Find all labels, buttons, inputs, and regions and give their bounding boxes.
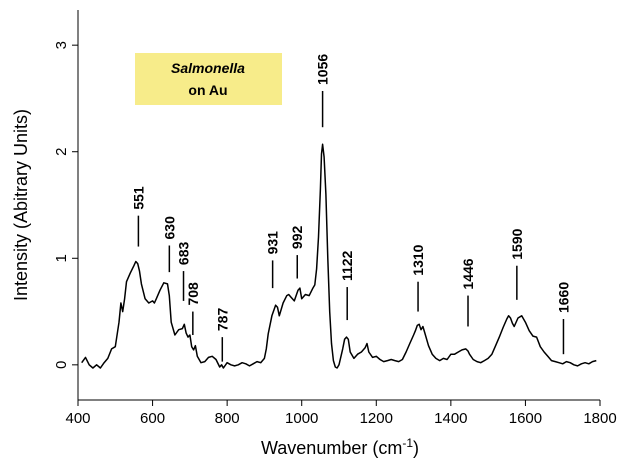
peak-label: 1446 bbox=[460, 258, 476, 289]
x-tick-label: 1800 bbox=[583, 410, 616, 427]
x-tick-label: 1000 bbox=[285, 410, 318, 427]
y-tick-label: 2 bbox=[53, 148, 70, 156]
x-tick-label: 1600 bbox=[509, 410, 542, 427]
peak-label: 931 bbox=[265, 231, 281, 255]
y-axis-title: Intensity (Abitrary Units) bbox=[11, 109, 31, 301]
peak-label: 630 bbox=[161, 216, 177, 240]
y-tick-group: 0 1 2 3 bbox=[53, 41, 78, 369]
peak-label: 1310 bbox=[410, 244, 426, 275]
peak-label: 992 bbox=[289, 226, 305, 250]
peak-label: 787 bbox=[214, 308, 230, 332]
x-axis-title-end: ) bbox=[413, 438, 419, 458]
x-axis-title-superscript: -1 bbox=[402, 436, 413, 450]
peak-label: 1122 bbox=[339, 250, 355, 281]
x-tick-label: 1200 bbox=[360, 410, 393, 427]
peak-label: 1056 bbox=[315, 54, 331, 85]
x-axis: 400 600 800 1000 1200 1400 1600 1800 bbox=[65, 399, 617, 427]
annotation-box-line2: on Au bbox=[188, 82, 227, 98]
y-axis: 0 1 2 3 bbox=[53, 10, 79, 400]
spectrum-series-line bbox=[81, 143, 597, 369]
x-axis-title: Wavenumber (cm-1) bbox=[261, 436, 419, 458]
peak-label: 1660 bbox=[555, 282, 571, 313]
y-tick-label: 0 bbox=[53, 361, 70, 369]
annotation-box-background bbox=[135, 53, 282, 105]
peak-label: 1590 bbox=[509, 228, 525, 259]
annotation-box-line1: Salmonella bbox=[171, 60, 245, 76]
x-tick-group: 400 600 800 1000 1200 1400 1600 1800 bbox=[65, 400, 617, 427]
x-tick-label: 800 bbox=[215, 410, 240, 427]
y-tick-label: 1 bbox=[53, 254, 70, 262]
x-tick-label: 600 bbox=[140, 410, 165, 427]
y-tick-label: 3 bbox=[53, 41, 70, 49]
peak-label: 683 bbox=[176, 241, 192, 265]
peak-label: 551 bbox=[130, 186, 146, 210]
x-axis-title-main: Wavenumber (cm bbox=[261, 438, 402, 458]
x-tick-label: 1400 bbox=[434, 410, 467, 427]
annotation-box: Salmonella on Au bbox=[135, 53, 282, 105]
x-tick-label: 400 bbox=[65, 410, 90, 427]
peak-label: 708 bbox=[185, 282, 201, 306]
